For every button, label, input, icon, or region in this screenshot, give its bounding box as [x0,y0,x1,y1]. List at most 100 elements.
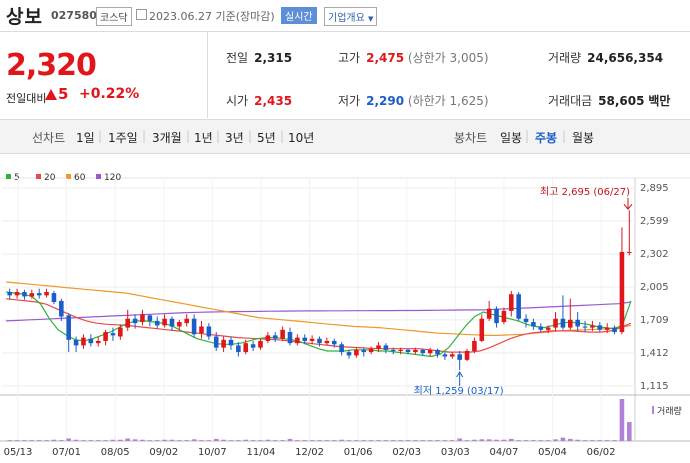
y-tick-label: 1,709 [640,315,669,326]
volume-bar [7,440,12,441]
tab-3y[interactable]: 3년 [225,131,244,145]
stat-amount: 거래대금 58,605 백만 [548,92,670,109]
volume-bar [110,439,116,441]
candle [590,325,595,328]
volume-bar [169,439,175,441]
volume-label: 거래량 [548,51,582,65]
candle [383,345,389,350]
open-value: 2,435 [254,94,293,108]
tab-monthly[interactable]: 월봉 [572,131,595,145]
candle [169,318,175,327]
volume-bar [125,438,130,441]
volume-bar [361,440,367,441]
volume-bar [44,440,49,441]
volume-bar [14,440,20,441]
tab-10y[interactable]: 10년 [288,131,315,145]
candle [199,326,204,334]
volume-bar [405,440,411,441]
tab-daily[interactable]: 일봉 [500,131,523,145]
candle [442,354,448,357]
high-arrow-head [623,203,633,211]
x-tick-label: 05/04 [538,447,567,458]
candle [361,349,367,353]
tab-5y[interactable]: 5년 [257,131,276,145]
tab-1y[interactable]: 1년 [194,131,213,145]
company-info-dropdown[interactable]: 기업개요 ▼ [324,7,378,26]
candle [553,318,558,328]
candle [516,294,521,319]
y-tick-label: 2,895 [640,183,669,194]
up-arrow-icon [45,89,57,100]
candle [73,339,79,346]
candle [398,349,403,351]
x-tick-label: 04/07 [490,447,519,458]
volume-bar [36,440,42,441]
candle [619,251,625,333]
stat-low: 저가 2,290 (하한가 1,625) [338,92,489,109]
current-price: 2,320 [6,48,97,83]
ma20-line [5,298,632,353]
prev-label: 전일 [226,51,249,65]
volume-bar [272,440,278,441]
volume-bar [442,440,448,441]
candle [125,318,130,328]
candle [221,339,226,348]
volume-bar [486,439,492,441]
candle [243,343,249,353]
volume-bar [162,439,167,441]
calendar-icon [136,9,147,20]
x-tick-label: 12/02 [295,447,324,458]
realtime-button[interactable]: 실시간 [281,7,317,24]
volume-bar [457,438,462,441]
volume-bar [140,439,145,441]
volume-bar [213,438,219,441]
prev-value: 2,315 [254,51,293,65]
volume-bar [88,440,94,441]
candle [405,349,411,353]
candle [118,327,123,337]
y-tick-label: 2,302 [640,249,669,260]
volume-bar [545,440,551,441]
y-tick-label: 2,005 [640,282,669,293]
tab-divider: | [562,129,567,143]
stock-code: 027580 [51,9,97,22]
tab-1w[interactable]: 1주일 [108,131,138,145]
candle [213,336,219,348]
volume-bar [154,440,160,441]
amount-label: 거래대금 [548,94,593,108]
candle [302,337,308,341]
candle [545,327,551,330]
candle [14,292,20,296]
candle [272,335,278,339]
volume-bar [280,440,285,441]
candle [354,349,359,356]
change-percent: +0.22% [79,86,140,102]
candle [464,350,470,360]
legend-swatch [96,174,101,179]
y-tick-label: 1,412 [640,348,669,359]
volume-bar [538,440,544,441]
tab-divider: | [280,129,285,143]
tab-weekly[interactable]: 주봉 [535,131,558,145]
x-tick-label: 03/03 [441,447,470,458]
volume-bar [66,438,71,441]
stock-name: 상보 [6,6,43,28]
volume-bar [339,439,344,441]
volume-bar [206,440,212,441]
candle [154,320,160,326]
tab-3m[interactable]: 3개월 [152,131,182,145]
volume-bar [354,440,359,441]
volume-bar [531,440,536,441]
candle [258,340,263,348]
volume-bar [501,439,507,441]
volume-bar [103,440,108,441]
candle [501,310,507,323]
volume-bar [51,439,57,441]
tab-1d[interactable]: 1일 [76,131,95,145]
candle [331,340,337,345]
company-info-label: 기업개요 [328,13,365,24]
amount-value: 58,605 [598,94,645,108]
legend-swatch [66,174,71,179]
volume-bar [435,440,440,441]
x-tick-label: 11/04 [247,447,276,458]
